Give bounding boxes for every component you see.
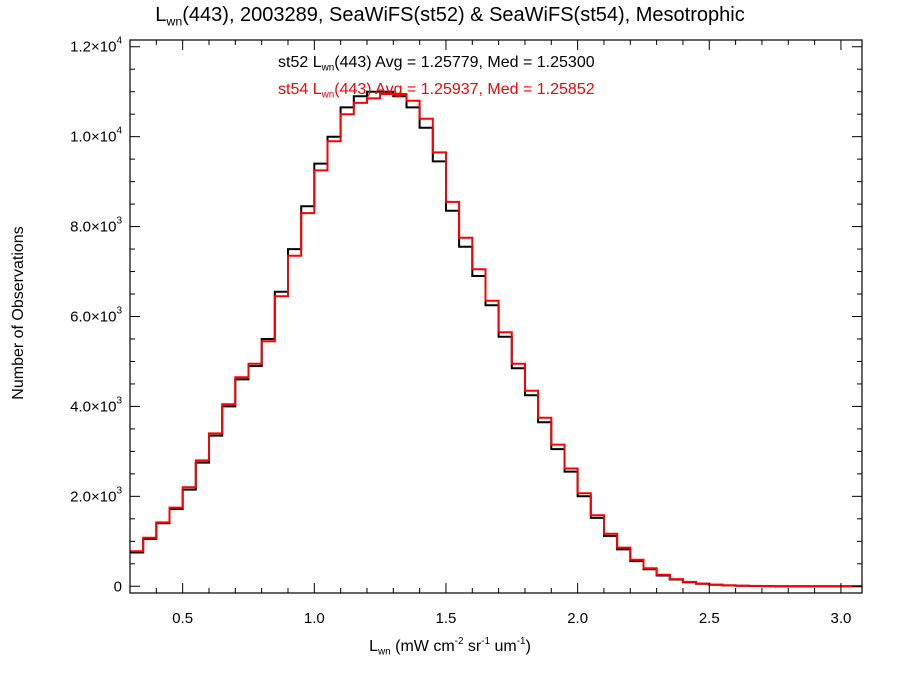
axis-ticks: 0.5 1.0 1.5 2.0 2.5 3.0 0 2.0×103 4.0×103 6.0×103… (70, 36, 862, 627)
annotation-st52: st52 Lwn(443) Avg = 1.25779, Med = 1.253… (278, 54, 595, 74)
y-tick-label: 8.0×103 (70, 216, 122, 236)
x-axis-label: Lwn (mW cm-2 sr-1 um-1) (369, 636, 531, 658)
series-group (130, 90, 862, 588)
x-tick-label: 0.5 (172, 610, 193, 627)
chart-title: Lwn(443), 2003289, SeaWiFS(st52) & SeaWi… (155, 4, 745, 29)
x-tick-label: 2.5 (699, 610, 720, 627)
y-tick-label: 1.2×104 (70, 36, 122, 56)
annotation-st54: st54 Lwn(443) Avg = 1.25937, Med = 1.258… (278, 81, 595, 101)
y-tick-label: 0 (114, 578, 122, 595)
y-tick-label: 2.0×103 (70, 485, 122, 505)
x-tick-label: 1.5 (436, 610, 457, 627)
x-tick-label: 2.0 (567, 610, 588, 627)
y-tick-label: 4.0×103 (70, 395, 122, 415)
x-tick-label: 1.0 (304, 610, 325, 627)
y-axis-label: Number of Observations (10, 226, 27, 400)
x-tick-label: 3.0 (831, 610, 852, 627)
series-line-st54 (130, 93, 862, 588)
y-tick-label: 1.0×104 (70, 126, 122, 146)
y-tick-label: 6.0×103 (70, 306, 122, 326)
plot-frame (129, 39, 863, 594)
series-line-st52 (130, 90, 862, 588)
